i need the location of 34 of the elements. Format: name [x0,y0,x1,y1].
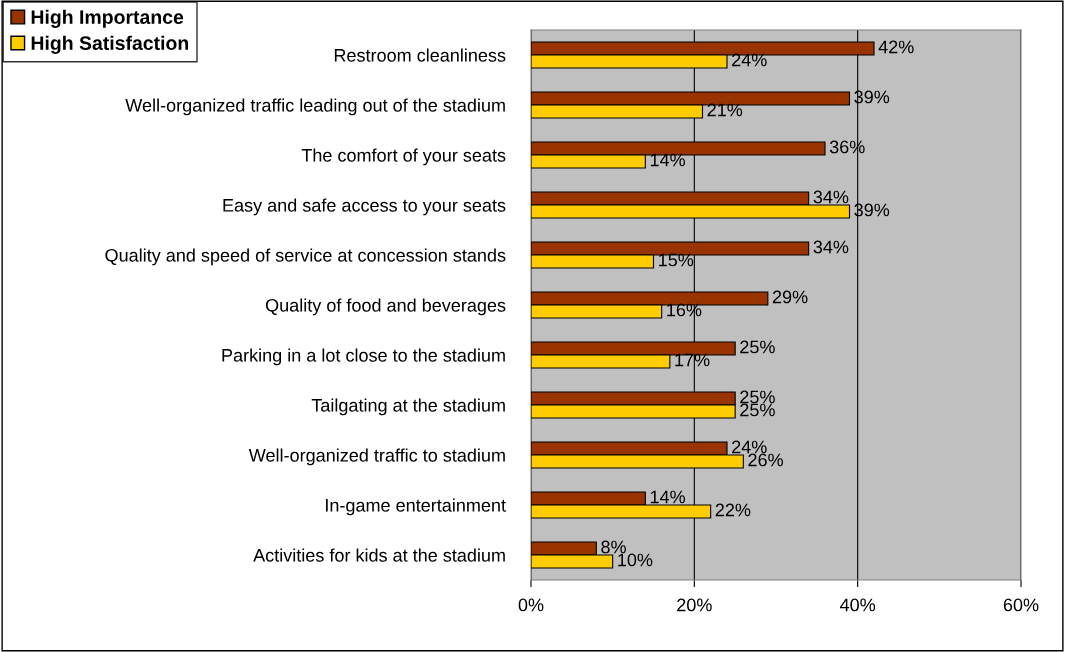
x-tick-label: 20% [677,598,712,612]
y-tick-label: Quality of food and beverages [265,298,506,316]
data-label: 24% [732,440,767,454]
y-tick-label: Tailgating at the stadium [311,398,505,416]
data-label: 25% [740,390,775,404]
data-label: 25% [740,403,775,417]
data-label: 14% [650,153,685,167]
data-label: 8% [601,540,626,554]
data-label: 34% [813,240,849,254]
y-tick-label: Quality and speed of service at concession stands [105,248,506,266]
data-label: 34% [813,190,849,204]
y-tick-label: The comfort of your seats [301,148,506,166]
data-label: 29% [772,290,808,304]
data-label: 22% [715,503,751,517]
data-label: 15% [659,253,694,267]
data-label: 24% [732,53,767,67]
y-tick-label: Restroom cleanliness [334,48,506,62]
legend-label: High Satisfaction [31,35,189,54]
y-tick-label: Easy and safe access to your seats [223,198,506,216]
data-label: 25% [740,340,775,354]
x-tick-label: 0% [518,598,544,612]
y-tick-label: Well-organized traffic leading out of the stadium [125,98,505,116]
data-label: 14% [650,490,685,504]
data-label: 10% [618,553,653,567]
y-tick-label: Activities for kids at the stadium [253,548,505,562]
y-tick-label: Parking in a lot close to the stadium [222,348,505,366]
y-tick-label: In-game entertainment [326,498,506,516]
data-label: 42% [878,40,914,54]
x-tick-label: 60% [1003,598,1039,612]
y-tick-label: Well-organized traffic to stadium [248,448,505,466]
data-label: 26% [748,453,783,467]
data-label: 21% [707,103,743,117]
legend-label: High Importance [31,9,184,28]
x-tick-label: 40% [840,598,876,612]
